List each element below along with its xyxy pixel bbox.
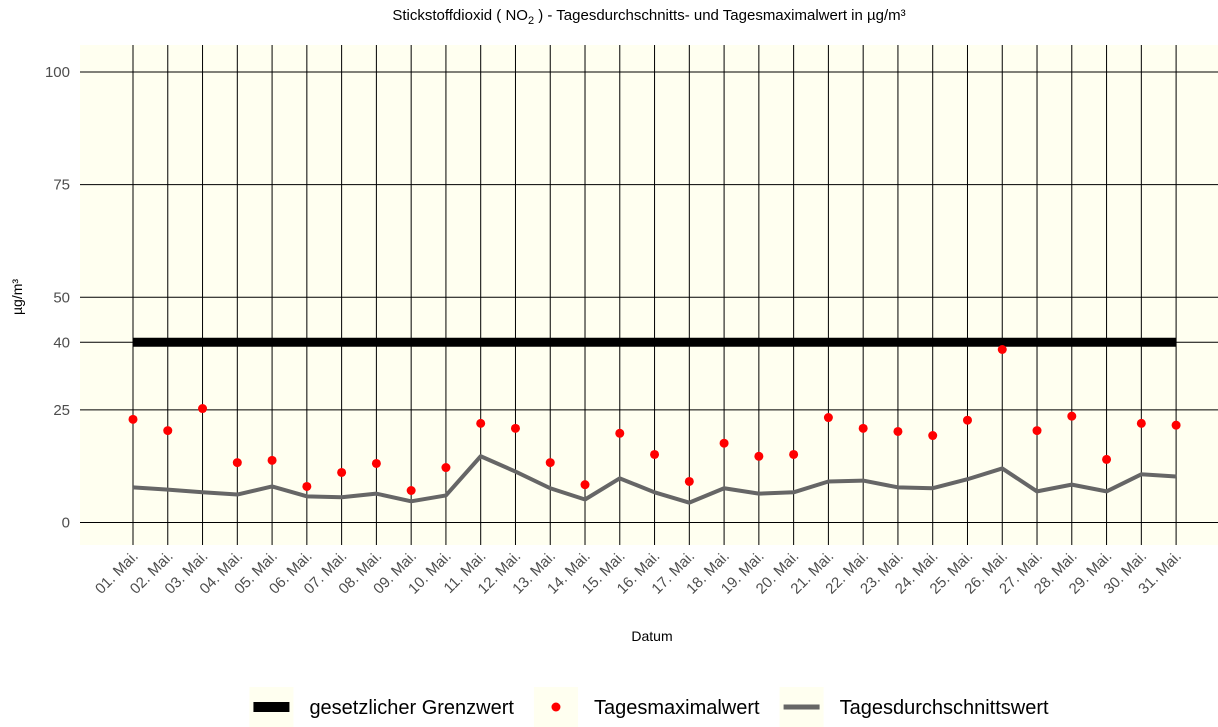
data-point [302, 481, 312, 491]
y-tick-label: 40 [53, 334, 70, 351]
data-point [371, 458, 381, 468]
data-point [650, 449, 660, 459]
data-point [1032, 426, 1042, 436]
series-line [132, 454, 1177, 505]
y-tick-label: 100 [45, 64, 70, 81]
data-point [198, 404, 208, 414]
data-point [510, 423, 520, 433]
y-axis-label: µg/m³ [9, 279, 25, 315]
plot-panel [80, 45, 1218, 545]
y-tick-label: 25 [53, 402, 70, 419]
data-point [615, 428, 625, 438]
data-point [1171, 420, 1181, 430]
data-point [962, 415, 972, 425]
legend: gesetzlicher Grenzwert Tagesmaximalwert Ta… [249, 687, 1049, 727]
y-tick-label: 0 [62, 514, 70, 531]
legend-label: Tagesmaximalwert [594, 697, 760, 719]
data-point [441, 463, 451, 473]
data-point [337, 467, 347, 477]
data-point [1102, 454, 1112, 464]
data-point [128, 414, 138, 424]
data-point [232, 458, 242, 468]
data-point [893, 426, 903, 436]
legend-key [551, 702, 561, 712]
data-point [684, 476, 694, 486]
y-tick-label: 50 [53, 289, 70, 306]
data-point [580, 480, 590, 490]
data-point [928, 431, 938, 441]
data-point [163, 426, 173, 436]
data-point [997, 345, 1007, 355]
data-point [719, 438, 729, 448]
data-point [1067, 411, 1077, 421]
data-point [789, 449, 799, 459]
data-point [545, 458, 555, 468]
y-tick-label: 75 [53, 177, 70, 194]
data-point [858, 423, 868, 433]
legend-label: Tagesdurchschnittswert [840, 697, 1049, 719]
data-point [406, 485, 416, 495]
data-point [754, 451, 764, 461]
x-axis-label: Datum [631, 628, 672, 644]
legend-label: gesetzlicher Grenzwert [309, 697, 514, 719]
data-point [476, 418, 486, 428]
data-point [1136, 418, 1146, 428]
chart-title: Stickstoffdioxid ( NO2 ) - Tagesdurchsch… [392, 7, 905, 27]
data-point [267, 455, 277, 465]
data-point [823, 413, 833, 423]
